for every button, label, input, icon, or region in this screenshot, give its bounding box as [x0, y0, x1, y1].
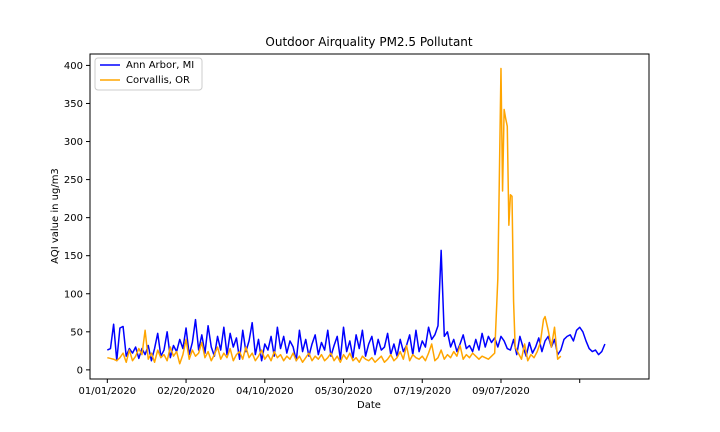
legend: Ann Arbor, MI Corvallis, OR — [94, 57, 203, 91]
plot-area: 0 50 100 150 200 250 300 350 400 01/01/2020 02/20… — [64, 53, 650, 397]
x-tick-label: 01/01/2020 — [79, 386, 137, 397]
y-tick-label: 50 — [70, 327, 83, 338]
series-layer — [106, 67, 606, 365]
y-tick-label: 150 — [64, 251, 83, 262]
y-tick-label: 400 — [64, 61, 83, 72]
legend-label-ann-arbor: Ann Arbor, MI — [126, 60, 194, 71]
y-tick-label: 200 — [64, 213, 83, 224]
y-tick-label: 250 — [64, 175, 83, 186]
series-line-0 — [106, 249, 606, 362]
y-axis: 0 50 100 150 200 250 300 350 400 — [64, 61, 90, 376]
x-tick-label: 09/07/2020 — [472, 386, 530, 397]
x-axis: 01/01/2020 02/20/2020 04/10/2020 05/30/2020… — [79, 379, 581, 397]
legend-label-corvallis: Corvallis, OR — [126, 75, 190, 86]
x-tick-label: 02/20/2020 — [157, 386, 215, 397]
x-axis-label: Date — [357, 400, 381, 411]
legend-box — [94, 57, 203, 91]
y-tick-label: 300 — [64, 137, 83, 148]
y-tick-label: 100 — [64, 289, 83, 300]
y-tick-label: 350 — [64, 99, 83, 110]
chart-title: Outdoor Airquality PM2.5 Pollutant — [265, 35, 473, 49]
x-tick-label: 05/30/2020 — [315, 386, 373, 397]
y-axis-label: AQI value in ug/m3 — [50, 168, 61, 264]
x-tick-label: 04/10/2020 — [236, 386, 294, 397]
y-tick-label: 0 — [77, 365, 83, 376]
plot-frame — [89, 53, 650, 380]
x-tick-label: 07/19/2020 — [393, 386, 451, 397]
series-line-1 — [107, 67, 562, 365]
